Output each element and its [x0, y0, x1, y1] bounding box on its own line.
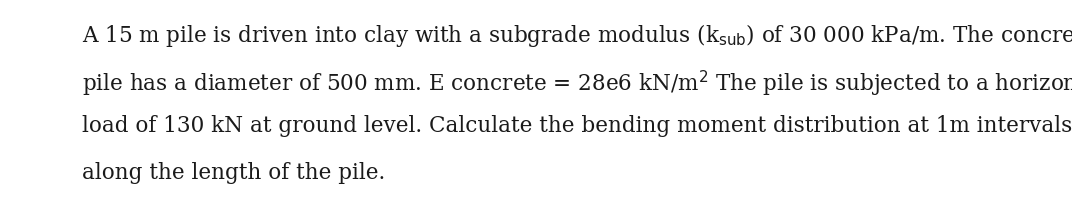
Text: A 15 m pile is driven into clay with a subgrade modulus (k$_{\mathrm{sub}}$) of : A 15 m pile is driven into clay with a s…	[81, 22, 1072, 49]
Text: pile has a diameter of 500 mm. E concrete = 28e6 kN/m$^{\mathrm{2}}$ The pile is: pile has a diameter of 500 mm. E concret…	[81, 68, 1072, 99]
Text: along the length of the pile.: along the length of the pile.	[81, 162, 385, 184]
Text: load of 130 kN at ground level. Calculate the bending moment distribution at 1m : load of 130 kN at ground level. Calculat…	[81, 115, 1072, 137]
